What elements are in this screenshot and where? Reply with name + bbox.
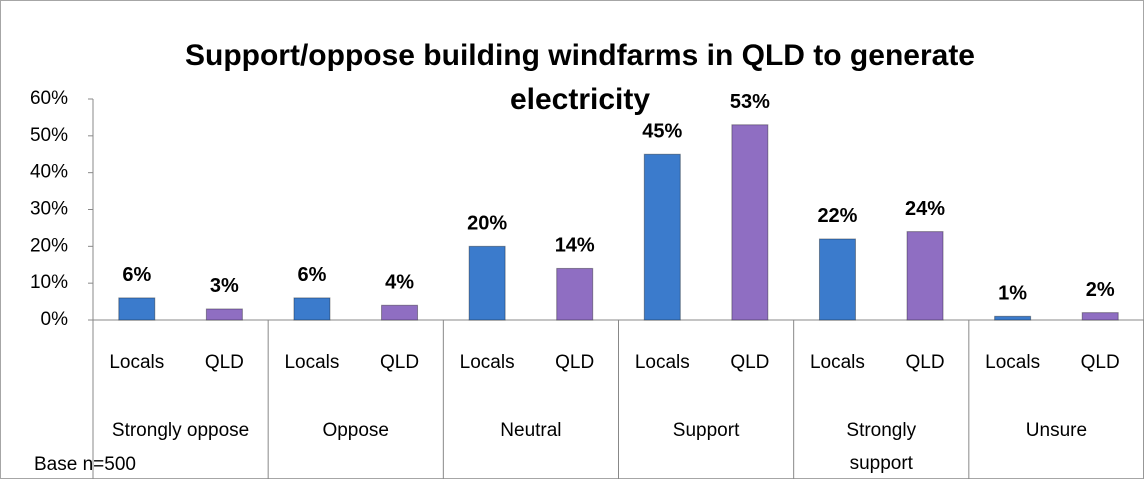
y-tick-label: 40%: [30, 162, 68, 183]
x-sub-label: QLD: [555, 352, 594, 373]
y-tick-label: 20%: [30, 235, 68, 256]
x-sub-label: QLD: [906, 352, 945, 373]
value-label: 20%: [467, 213, 507, 235]
x-group-label: Strongly oppose: [111, 420, 250, 441]
value-label: 24%: [905, 198, 945, 220]
y-tick-label: 30%: [30, 199, 68, 220]
value-label: 1%: [998, 283, 1027, 305]
x-group-label: Unsure: [1025, 420, 1088, 441]
x-sub-label: Locals: [460, 352, 515, 373]
x-sub-label: Locals: [810, 352, 865, 373]
annotation: Base n=500: [34, 454, 136, 475]
bar: [293, 297, 331, 321]
y-tick-label: 50%: [30, 125, 68, 146]
value-label: 6%: [122, 264, 151, 286]
x-sub-label: Locals: [284, 352, 339, 373]
bar: [468, 245, 506, 321]
x-group-label: Oppose: [322, 420, 389, 441]
bar: [643, 153, 681, 321]
x-group-label: Neutral: [500, 420, 562, 441]
x-group-label: Support: [672, 420, 740, 441]
value-label: 2%: [1086, 279, 1115, 301]
bar: [205, 308, 243, 321]
bar: [994, 315, 1032, 321]
bar: [906, 231, 944, 321]
y-tick-label: 60%: [30, 88, 68, 109]
x-sub-label: QLD: [730, 352, 769, 373]
chart-title: Support/oppose building windfarms in QLD…: [184, 39, 975, 116]
value-label: 4%: [385, 272, 414, 294]
value-label: 14%: [555, 235, 595, 257]
value-label: 6%: [298, 264, 327, 286]
x-sub-label: Locals: [635, 352, 690, 373]
bar: [731, 124, 769, 321]
value-label: 3%: [210, 275, 239, 297]
y-tick-label: 0%: [41, 309, 69, 330]
value-label: 45%: [642, 121, 682, 143]
bar: [556, 267, 594, 321]
bar: [381, 304, 419, 321]
x-sub-label: Locals: [985, 352, 1040, 373]
bar: [818, 238, 856, 321]
bar: [118, 297, 156, 321]
bar: [1081, 312, 1119, 321]
x-group-label: Strongly support: [846, 420, 917, 474]
x-sub-label: QLD: [205, 352, 244, 373]
value-label: 53%: [730, 91, 770, 113]
value-label: 22%: [817, 205, 857, 227]
x-sub-label: Locals: [109, 352, 164, 373]
x-sub-label: QLD: [1081, 352, 1120, 373]
x-sub-label: QLD: [380, 352, 419, 373]
y-tick-label: 10%: [30, 272, 68, 293]
